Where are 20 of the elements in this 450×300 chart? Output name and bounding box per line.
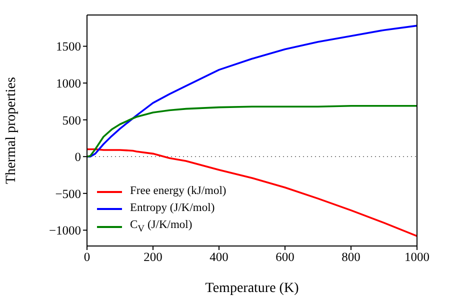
x-tick-label: 400	[210, 250, 228, 264]
y-axis-title: Thermal properties	[4, 77, 19, 184]
line-series	[87, 148, 417, 237]
x-tick-label: 1000	[404, 250, 430, 264]
y-tick-label: −1000	[48, 224, 81, 238]
line-series	[87, 104, 417, 158]
legend-label: C$_{V}$ (J/K/mol)	[130, 219, 192, 234]
legend-label: Entropy (J/K/mol)	[130, 202, 215, 214]
x-tick-label: 200	[144, 250, 162, 264]
y-tick-label: 0	[74, 150, 81, 164]
x-tick-label: 600	[276, 250, 294, 264]
x-tick-label: 800	[342, 250, 360, 264]
legend-label: Free energy (kJ/mol)	[130, 185, 226, 197]
x-tick-label: 0	[84, 250, 90, 264]
y-tick-label: 1500	[56, 40, 81, 54]
line-series	[87, 24, 417, 158]
y-tick-label: 500	[62, 113, 81, 128]
x-axis-title: Temperature (K)	[205, 281, 300, 296]
y-tick-label: −500	[55, 186, 81, 201]
y-tick-label: 1000	[56, 76, 81, 90]
